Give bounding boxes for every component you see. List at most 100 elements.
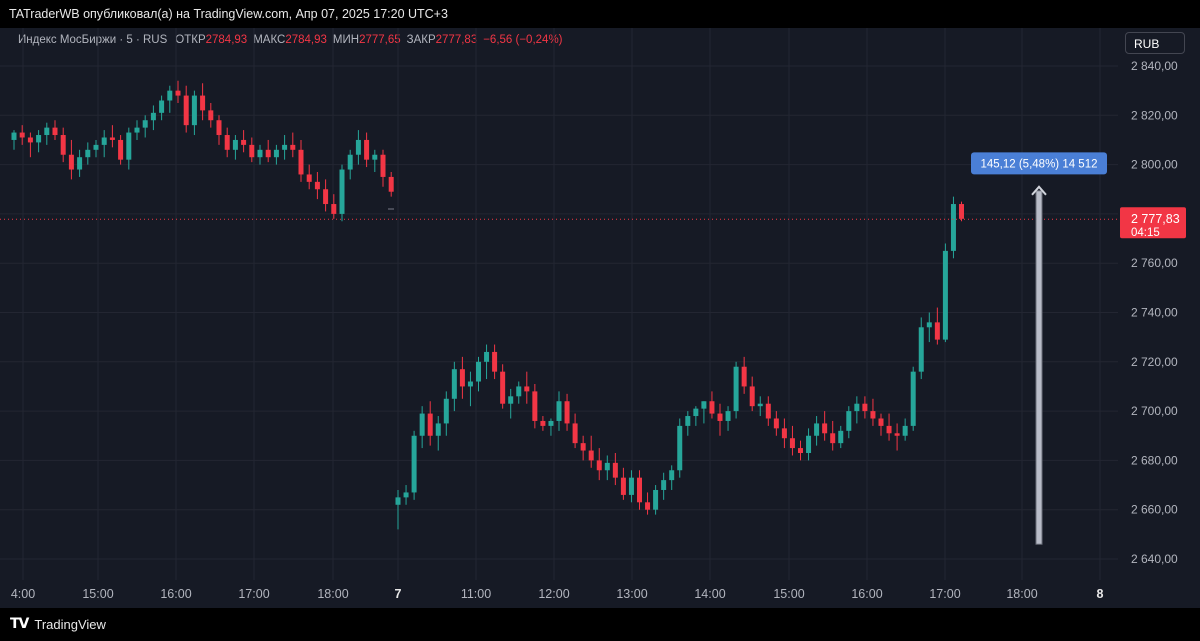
candle [395, 489, 401, 530]
x-tick-label: 14:00 [694, 587, 725, 601]
x-tick-label: 18:00 [317, 587, 348, 601]
candle-body [934, 322, 940, 340]
tradingview-brand[interactable]: TV TradingView [10, 616, 106, 632]
currency-button[interactable]: RUB [1125, 32, 1185, 54]
candle [588, 435, 594, 468]
candle-body [388, 176, 394, 192]
candle-body [306, 174, 312, 182]
candle-body [19, 132, 25, 138]
low-label: МИН [332, 34, 360, 46]
candle-body [950, 204, 956, 251]
candle-body [443, 398, 449, 424]
candle [109, 125, 115, 148]
candle-body [435, 423, 441, 436]
candle [572, 413, 578, 449]
candle-body [44, 127, 50, 136]
chart-pane[interactable] [0, 28, 1200, 608]
candle [862, 396, 868, 419]
candle [733, 361, 739, 419]
candle-body [645, 502, 651, 510]
low-value: 2777,65 [359, 34, 401, 46]
candle [894, 423, 900, 451]
candle-body [661, 480, 667, 490]
candle-body [403, 492, 409, 498]
open-label: ОТКР [175, 34, 206, 46]
candle [725, 406, 731, 431]
candle [323, 179, 329, 212]
candle-body [524, 386, 530, 392]
candle [314, 171, 320, 200]
candle [516, 381, 522, 404]
candle [564, 393, 570, 431]
candle-body [183, 95, 189, 126]
x-tick-label: 17:00 [238, 587, 269, 601]
candle [757, 396, 763, 417]
candle-body [500, 371, 506, 404]
candle-body [532, 391, 538, 421]
candle [532, 383, 538, 429]
candle [60, 127, 66, 163]
candle [814, 416, 820, 446]
candle [661, 472, 667, 500]
candle-body [637, 477, 642, 503]
x-tick-label: 15:00 [773, 587, 804, 601]
candle-body [191, 95, 197, 126]
x-tick-label: 11:00 [461, 587, 491, 601]
tradingview-logo-icon: TV [10, 616, 29, 632]
candle-body [323, 189, 329, 205]
candle [347, 149, 353, 180]
candle [789, 425, 795, 456]
candle-body [395, 497, 401, 505]
candle [388, 171, 394, 197]
candle [846, 406, 852, 439]
candle-body [372, 154, 378, 160]
candle-body [27, 137, 33, 143]
candle-body [339, 169, 345, 214]
candle [298, 139, 304, 182]
candle-body [85, 149, 91, 158]
candle [118, 135, 124, 165]
candle-body [118, 139, 124, 160]
y-tick-label: 2 680,00 [1131, 453, 1178, 467]
candle [257, 144, 263, 165]
candle-body [596, 460, 602, 471]
candle [701, 401, 707, 424]
candle-body [347, 154, 353, 170]
candle-body [282, 144, 288, 150]
candle [183, 85, 189, 133]
candle [669, 465, 675, 490]
candle-body [564, 401, 570, 424]
candle [773, 411, 779, 436]
candle [306, 164, 312, 190]
candle [224, 127, 230, 158]
candle [548, 418, 554, 436]
y-tick-label: 2 700,00 [1131, 404, 1178, 418]
candle [339, 164, 345, 222]
candle [52, 120, 58, 140]
candle-body [588, 450, 594, 461]
candle [959, 201, 964, 222]
x-tick-label: 4:00 [11, 587, 35, 601]
candle-body [175, 90, 181, 96]
brand-name: TradingView [34, 616, 106, 632]
last-price-tag [1120, 207, 1186, 239]
candle-body [854, 403, 860, 412]
candle [677, 418, 683, 478]
candle [265, 139, 271, 163]
candle [709, 391, 715, 419]
price-axis: 2 640,00 2 660,00 2 680,00 2 700,00 2 720,00… [1131, 59, 1178, 566]
y-tick-label: 2 740,00 [1131, 306, 1178, 320]
candle [476, 356, 481, 392]
candle-body [508, 396, 514, 404]
candle-body [773, 418, 779, 429]
candle [749, 376, 755, 412]
candle-body [693, 408, 699, 417]
candle-body [806, 435, 812, 454]
candle-body [476, 361, 481, 382]
x-tick-label: 16:00 [851, 587, 882, 601]
symbol-info[interactable]: Индекс МосБиржи · 5 · RUS [18, 34, 168, 46]
candle [942, 243, 948, 343]
candle [918, 317, 924, 380]
candle [484, 344, 490, 380]
